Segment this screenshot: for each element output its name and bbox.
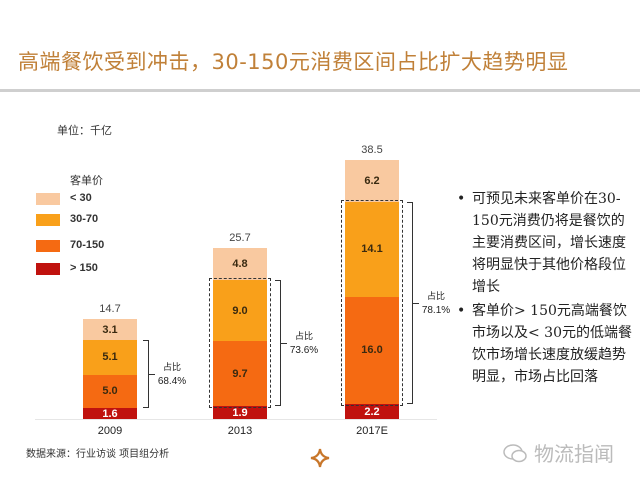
legend-label: < 30 xyxy=(70,192,92,204)
share-bracket xyxy=(143,340,149,409)
share-bracket-tick xyxy=(281,343,287,345)
bar-total-label: 38.5 xyxy=(361,143,383,156)
share-label: 占比 73.6% xyxy=(287,331,321,357)
share-highlight-box xyxy=(341,199,403,407)
x-tick-label: 2017E xyxy=(356,425,388,437)
legend-label: > 150 xyxy=(70,262,98,274)
bullet-dot: • xyxy=(457,191,466,207)
star-logo-icon xyxy=(310,448,330,468)
bar-total-label: 14.7 xyxy=(99,303,121,316)
bar-value-label: 6.2 xyxy=(364,174,380,187)
bar-value-label: 5.1 xyxy=(102,351,118,364)
share-bracket-tick xyxy=(149,374,155,376)
bar-segment: 4.8 xyxy=(213,248,267,281)
bar-segment: 3.1 xyxy=(83,319,137,341)
legend-swatch xyxy=(36,193,60,205)
bar-segment: 6.2 xyxy=(345,159,399,202)
share-bracket-tick xyxy=(413,302,419,304)
bullet-item: • 可预见未来客单价在30-150元消费仍将是餐饮的主要消费区间，增长速度将明显快… xyxy=(456,188,634,298)
bar-value-label: 16.0 xyxy=(361,344,383,357)
page-title: 高端餐饮受到冲击，30-150元消费区间占比扩大趋势明显 xyxy=(18,50,569,74)
legend-label: 70-150 xyxy=(70,239,105,251)
bullet-text: 可预见未来客单价在30-150元消费仍将是餐饮的主要消费区间，增长速度将明显快于… xyxy=(472,191,626,295)
bar-total-label: 25.7 xyxy=(229,232,251,245)
bar-value-label: 3.1 xyxy=(102,323,118,336)
bar-value-label: 1.6 xyxy=(102,407,118,420)
bar-value-label: 4.8 xyxy=(232,258,248,271)
bar-segment: 9.7 xyxy=(213,340,267,407)
bar-value-label: 9.7 xyxy=(232,367,248,380)
share-bracket xyxy=(407,201,413,405)
x-axis-line xyxy=(35,419,437,420)
share-highlight-box xyxy=(209,278,271,409)
bar-segment: 1.9 xyxy=(213,406,267,419)
bar-segment: 14.1 xyxy=(345,201,399,297)
brand-watermark: 物流指闻 xyxy=(502,438,614,467)
bar-segment: 5.1 xyxy=(83,340,137,375)
share-caption: 占比 xyxy=(294,332,313,343)
share-bracket xyxy=(275,280,281,407)
x-tick-label: 2013 xyxy=(227,425,253,437)
bullet-text: 客单价> 150元高端餐饮市场以及< 30元的低端餐饮市场增长速度放缓趋势明显，… xyxy=(472,303,632,385)
bullet-item: • 客单价> 150元高端餐饮市场以及< 30元的低端餐饮市场增长速度放缓趋势明显… xyxy=(456,300,634,388)
bar-segment: 5.0 xyxy=(83,374,137,409)
legend-label: 30-70 xyxy=(70,213,99,225)
bar-value-label: 1.9 xyxy=(232,406,248,419)
bullet-dot: • xyxy=(457,303,466,319)
legend-swatch xyxy=(36,214,60,226)
bar-value-label: 5.0 xyxy=(102,385,118,398)
bar-value-label: 2.2 xyxy=(364,405,380,418)
share-value: 68.4% xyxy=(157,376,187,388)
brand-name: 物流指闻 xyxy=(534,442,614,466)
legend-swatch xyxy=(36,240,60,252)
source-note: 数据来源：行业访谈 项目组分析 xyxy=(26,449,170,460)
share-caption: 占比 xyxy=(162,363,181,374)
share-label: 占比 78.1% xyxy=(419,291,453,317)
wechat-icon xyxy=(503,443,527,462)
share-caption: 占比 xyxy=(426,291,445,302)
unit-label: 单位：千亿 xyxy=(57,124,112,137)
bar-segment: 1.6 xyxy=(83,407,137,420)
bar-value-label: 14.1 xyxy=(361,243,383,256)
legend-title: 客单价 xyxy=(70,174,103,187)
bar-segment: 16.0 xyxy=(345,296,399,405)
bullet-list: • 可预见未来客单价在30-150元消费仍将是餐饮的主要消费区间，增长速度将明显快… xyxy=(456,188,634,390)
legend-swatch xyxy=(36,263,60,275)
x-tick-label: 2009 xyxy=(97,425,123,437)
bar-segment: 2.2 xyxy=(345,404,399,419)
bar-value-label: 9.0 xyxy=(232,304,248,317)
bar-segment: 9.0 xyxy=(213,280,267,341)
share-label: 占比 68.4% xyxy=(155,362,189,388)
share-value: 73.6% xyxy=(289,345,319,357)
share-value: 78.1% xyxy=(421,304,451,316)
title-divider xyxy=(0,89,640,92)
